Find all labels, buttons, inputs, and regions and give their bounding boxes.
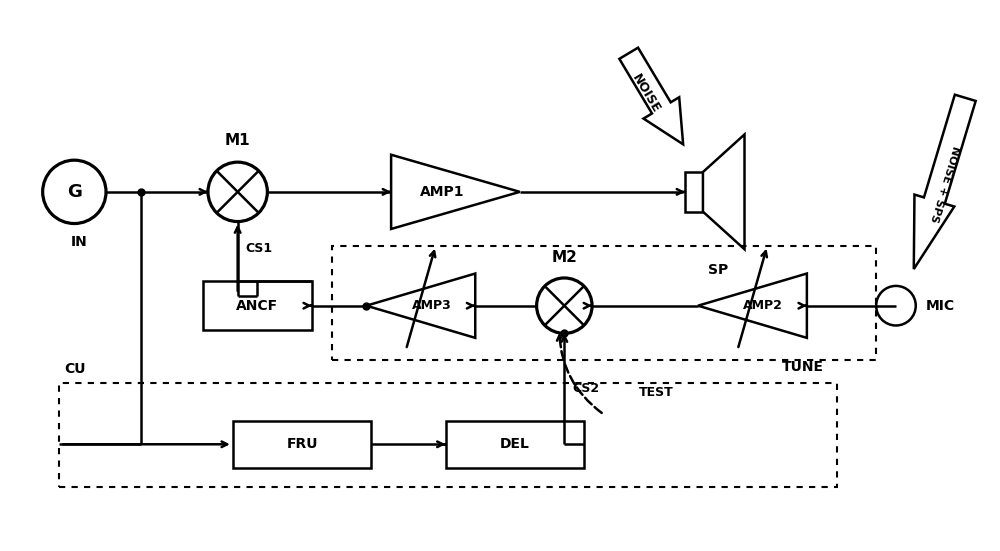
Bar xyxy=(446,420,584,468)
Text: CU: CU xyxy=(64,362,86,376)
Text: ANCF: ANCF xyxy=(236,299,279,312)
Text: SP: SP xyxy=(708,263,728,277)
Text: M1: M1 xyxy=(225,133,250,148)
Polygon shape xyxy=(698,273,807,338)
Text: NOISE + SPS: NOISE + SPS xyxy=(928,144,961,223)
Text: G: G xyxy=(67,183,82,201)
Bar xyxy=(59,383,837,487)
Text: NOISE: NOISE xyxy=(629,72,663,116)
Text: M2: M2 xyxy=(551,250,577,265)
Bar xyxy=(203,281,312,331)
Polygon shape xyxy=(366,273,475,338)
Polygon shape xyxy=(703,134,745,249)
Text: IN: IN xyxy=(71,235,88,250)
Text: CS2: CS2 xyxy=(572,382,599,396)
Text: AMP3: AMP3 xyxy=(412,299,452,312)
Bar xyxy=(685,172,703,212)
Bar xyxy=(332,246,876,360)
Bar xyxy=(233,420,371,468)
Text: MIC: MIC xyxy=(926,299,955,312)
Polygon shape xyxy=(619,48,683,144)
Text: DEL: DEL xyxy=(500,437,530,451)
Text: AMP2: AMP2 xyxy=(743,299,783,312)
Text: AMP1: AMP1 xyxy=(420,185,465,199)
Text: TEST: TEST xyxy=(639,386,673,399)
Text: CS1: CS1 xyxy=(246,242,273,255)
Text: FRU: FRU xyxy=(286,437,318,451)
Text: TUNE: TUNE xyxy=(782,360,824,374)
Polygon shape xyxy=(914,95,976,269)
Polygon shape xyxy=(391,155,520,229)
